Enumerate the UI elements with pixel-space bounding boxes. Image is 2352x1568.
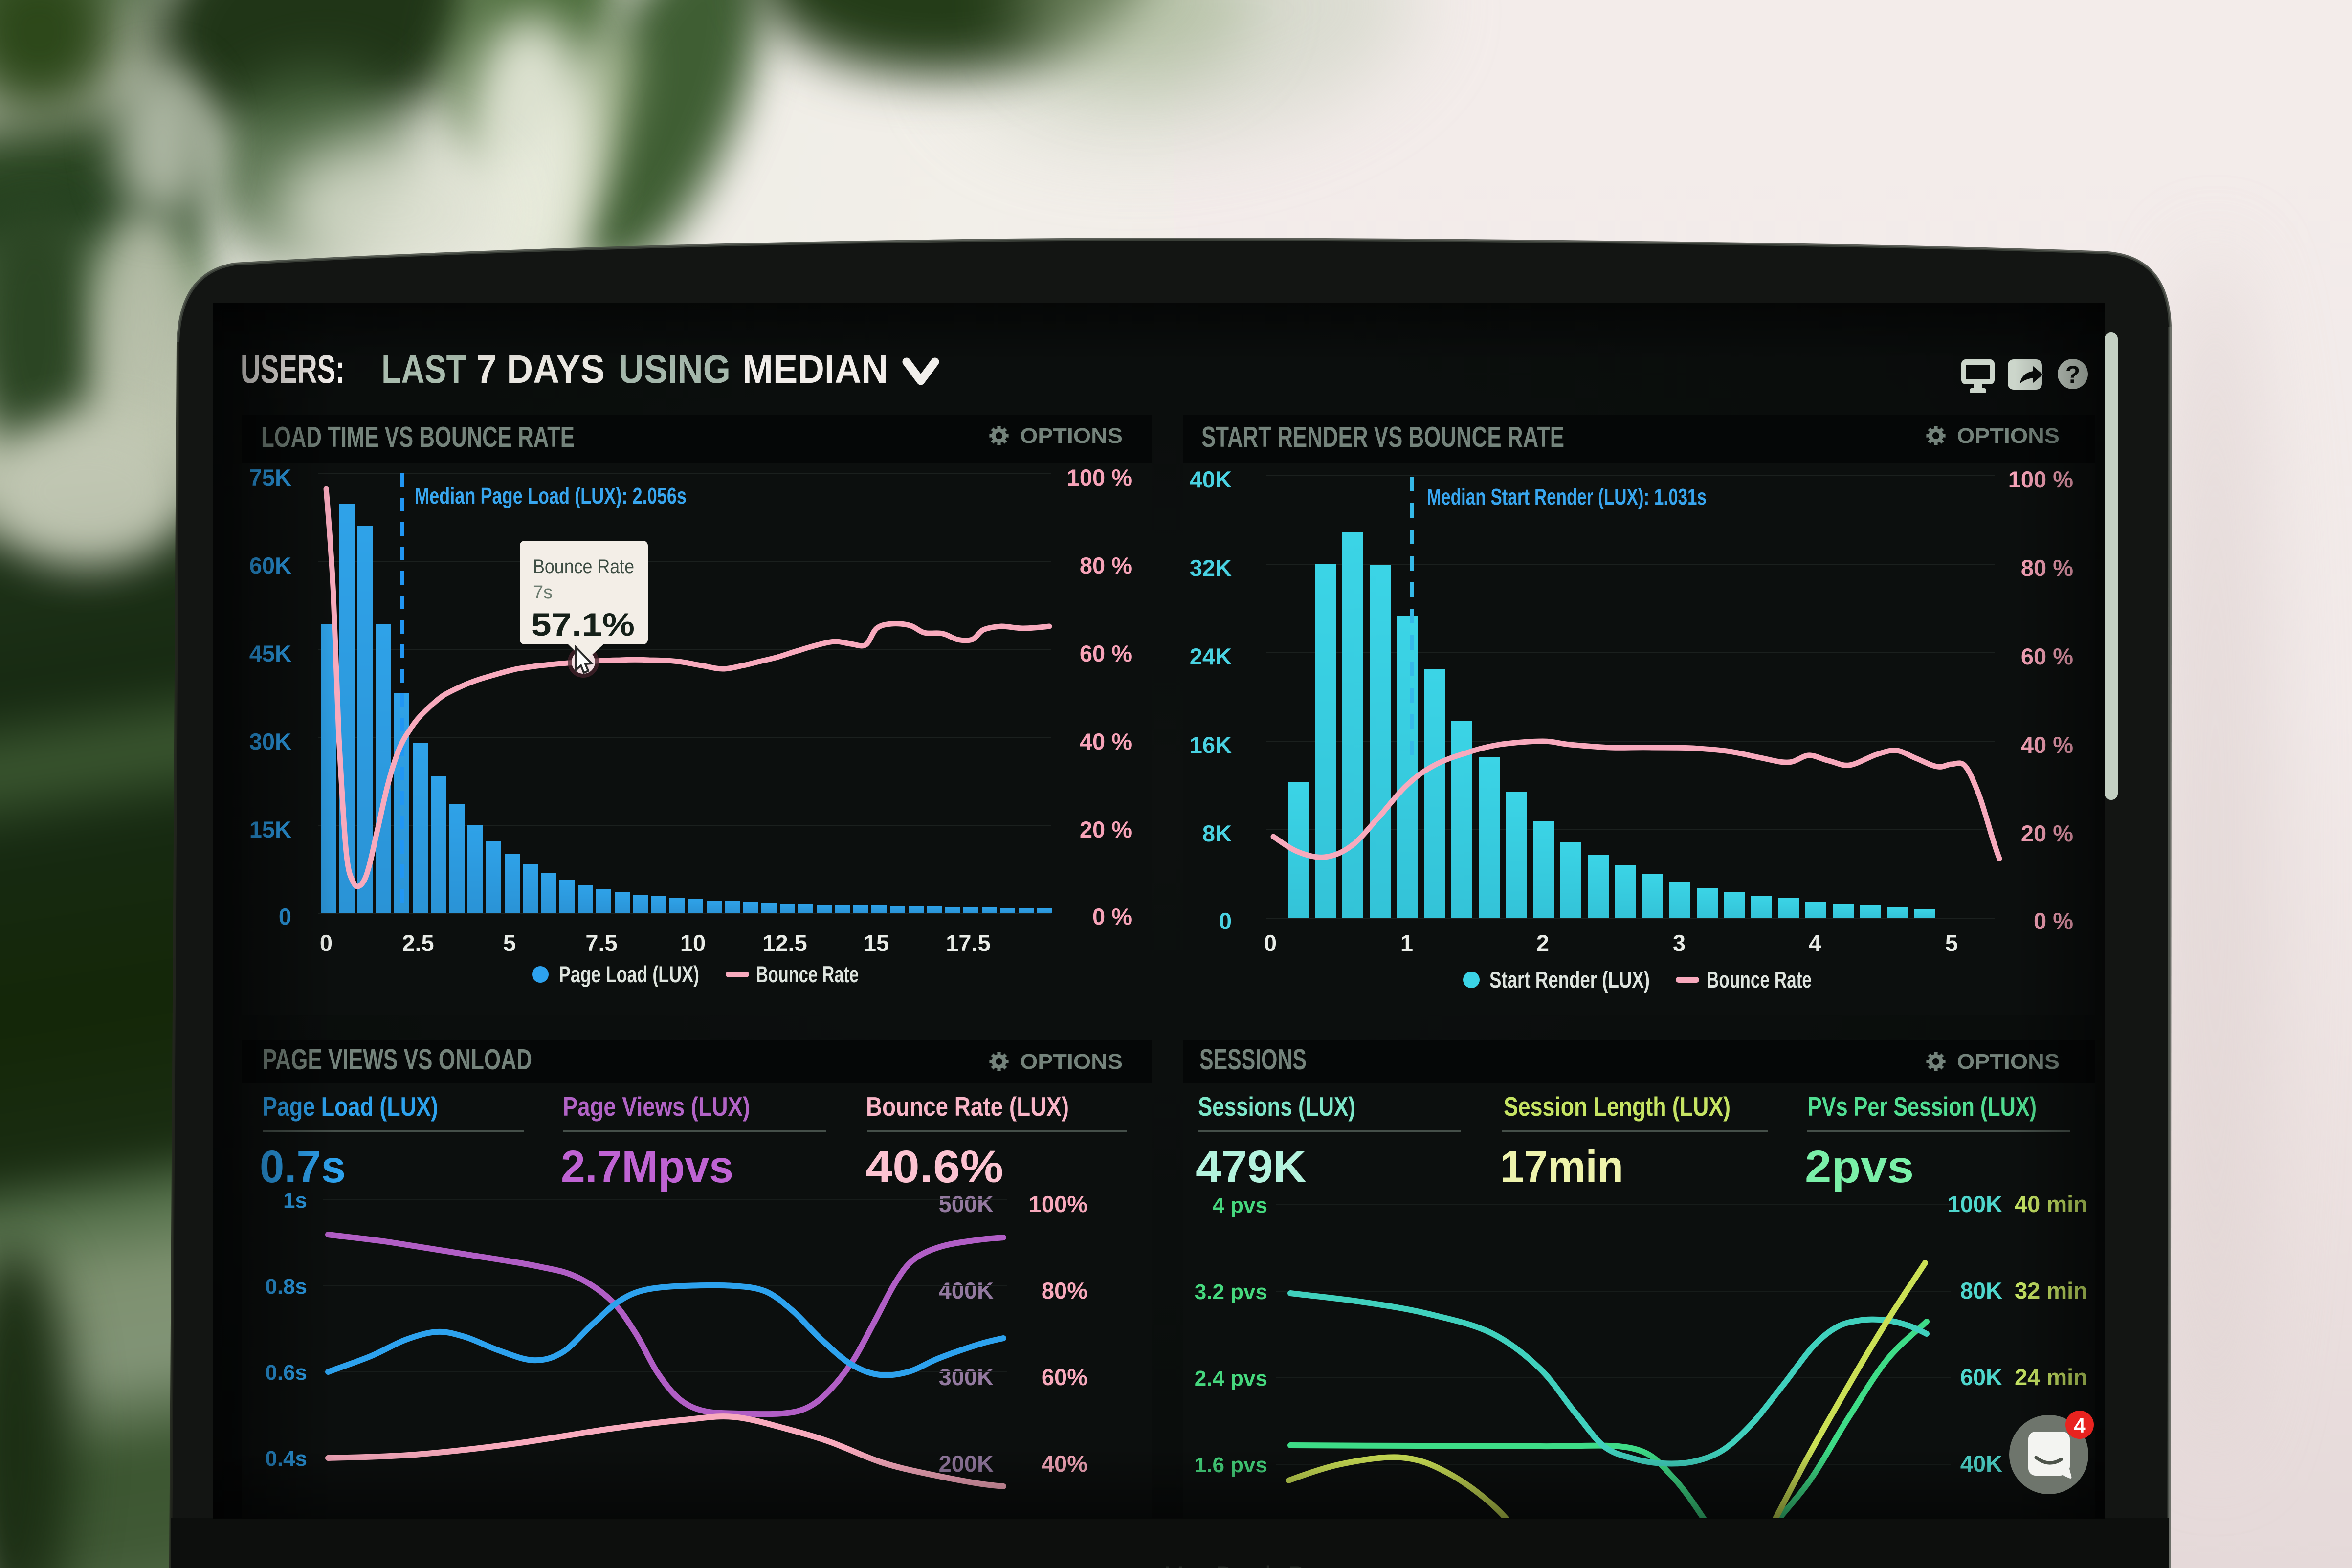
svg-text:15: 15	[864, 930, 889, 956]
svg-text:40 %: 40 %	[1080, 729, 1132, 754]
svg-text:OPTIONS: OPTIONS	[1020, 424, 1123, 448]
svg-text:100%: 100%	[1029, 1191, 1087, 1217]
svg-text:Sessions (LUX): Sessions (LUX)	[1198, 1091, 1355, 1122]
svg-text:Bounce Rate: Bounce Rate	[756, 961, 859, 987]
svg-text:Bounce Rate (LUX): Bounce Rate (LUX)	[866, 1091, 1069, 1122]
svg-text:Median Page Load (LUX): 2.056s: Median Page Load (LUX): 2.056s	[415, 483, 687, 508]
svg-text:60%: 60%	[1042, 1364, 1087, 1390]
svg-text:4: 4	[2074, 1414, 2086, 1437]
svg-text:479K: 479K	[1196, 1141, 1307, 1192]
svg-text:7.5: 7.5	[585, 930, 617, 956]
svg-text:80%: 80%	[1042, 1278, 1087, 1303]
svg-text:57.1%: 57.1%	[531, 606, 635, 642]
svg-text:SESSIONS: SESSIONS	[1199, 1043, 1307, 1076]
svg-text:Median Start Render (LUX): 1.0: Median Start Render (LUX): 1.031s	[1427, 484, 1707, 509]
svg-text:400K: 400K	[939, 1278, 994, 1303]
svg-text:5: 5	[503, 930, 516, 956]
svg-text:Bounce Rate: Bounce Rate	[533, 556, 634, 577]
svg-text:100K: 100K	[1948, 1191, 2002, 1217]
svg-text:Start Render (LUX): Start Render (LUX)	[1489, 967, 1650, 993]
svg-text:PVs Per Session (LUX): PVs Per Session (LUX)	[1808, 1091, 2037, 1122]
svg-text:32K: 32K	[1190, 555, 1232, 581]
svg-text:0: 0	[1219, 908, 1232, 934]
svg-text:4 pvs: 4 pvs	[1212, 1193, 1267, 1217]
svg-text:7s: 7s	[533, 582, 553, 603]
svg-text:17.5: 17.5	[946, 930, 990, 956]
svg-text:4: 4	[1809, 930, 1821, 956]
svg-text:OPTIONS: OPTIONS	[1020, 1050, 1123, 1074]
svg-text:3: 3	[1673, 930, 1686, 956]
svg-text:Page Views (LUX): Page Views (LUX)	[563, 1091, 750, 1122]
svg-text:60K: 60K	[1960, 1364, 2002, 1390]
svg-text:300K: 300K	[939, 1364, 994, 1390]
svg-text:8K: 8K	[1202, 820, 1232, 846]
svg-text:2.5: 2.5	[402, 930, 434, 956]
svg-text:60 %: 60 %	[1080, 640, 1132, 666]
svg-text:80K: 80K	[1960, 1278, 2002, 1303]
svg-text:Page Load (LUX): Page Load (LUX)	[559, 961, 699, 987]
svg-text:Bounce Rate: Bounce Rate	[1707, 967, 1812, 993]
svg-text:0 %: 0 %	[1092, 904, 1132, 929]
svg-text:START RENDER VS BOUNCE RATE: START RENDER VS BOUNCE RATE	[1201, 421, 1564, 453]
svg-text:MacBook Pro: MacBook Pro	[1164, 1561, 1332, 1568]
svg-text:2pvs: 2pvs	[1805, 1141, 1914, 1192]
svg-text:80 %: 80 %	[1080, 552, 1132, 578]
svg-text:Session Length (LUX): Session Length (LUX)	[1504, 1091, 1731, 1122]
svg-text:3.2 pvs: 3.2 pvs	[1195, 1280, 1267, 1304]
svg-text:16K: 16K	[1190, 732, 1232, 758]
svg-text:10: 10	[680, 930, 706, 956]
svg-text:40.6%: 40.6%	[865, 1141, 1003, 1192]
svg-text:2.4 pvs: 2.4 pvs	[1195, 1367, 1267, 1391]
svg-text:17min: 17min	[1500, 1141, 1623, 1192]
svg-text:40K: 40K	[1190, 466, 1232, 492]
svg-text:1: 1	[1400, 930, 1413, 956]
svg-text:20 %: 20 %	[1080, 817, 1132, 842]
svg-text:24K: 24K	[1190, 643, 1232, 669]
svg-text:100 %: 100 %	[1067, 464, 1132, 490]
svg-text:2.7Mpvs: 2.7Mpvs	[561, 1141, 733, 1192]
svg-text:500K: 500K	[939, 1191, 994, 1217]
svg-text:5: 5	[1945, 930, 1958, 956]
svg-text:0: 0	[1264, 930, 1277, 956]
svg-text:2: 2	[1536, 930, 1549, 956]
svg-text:12.5: 12.5	[762, 930, 807, 956]
